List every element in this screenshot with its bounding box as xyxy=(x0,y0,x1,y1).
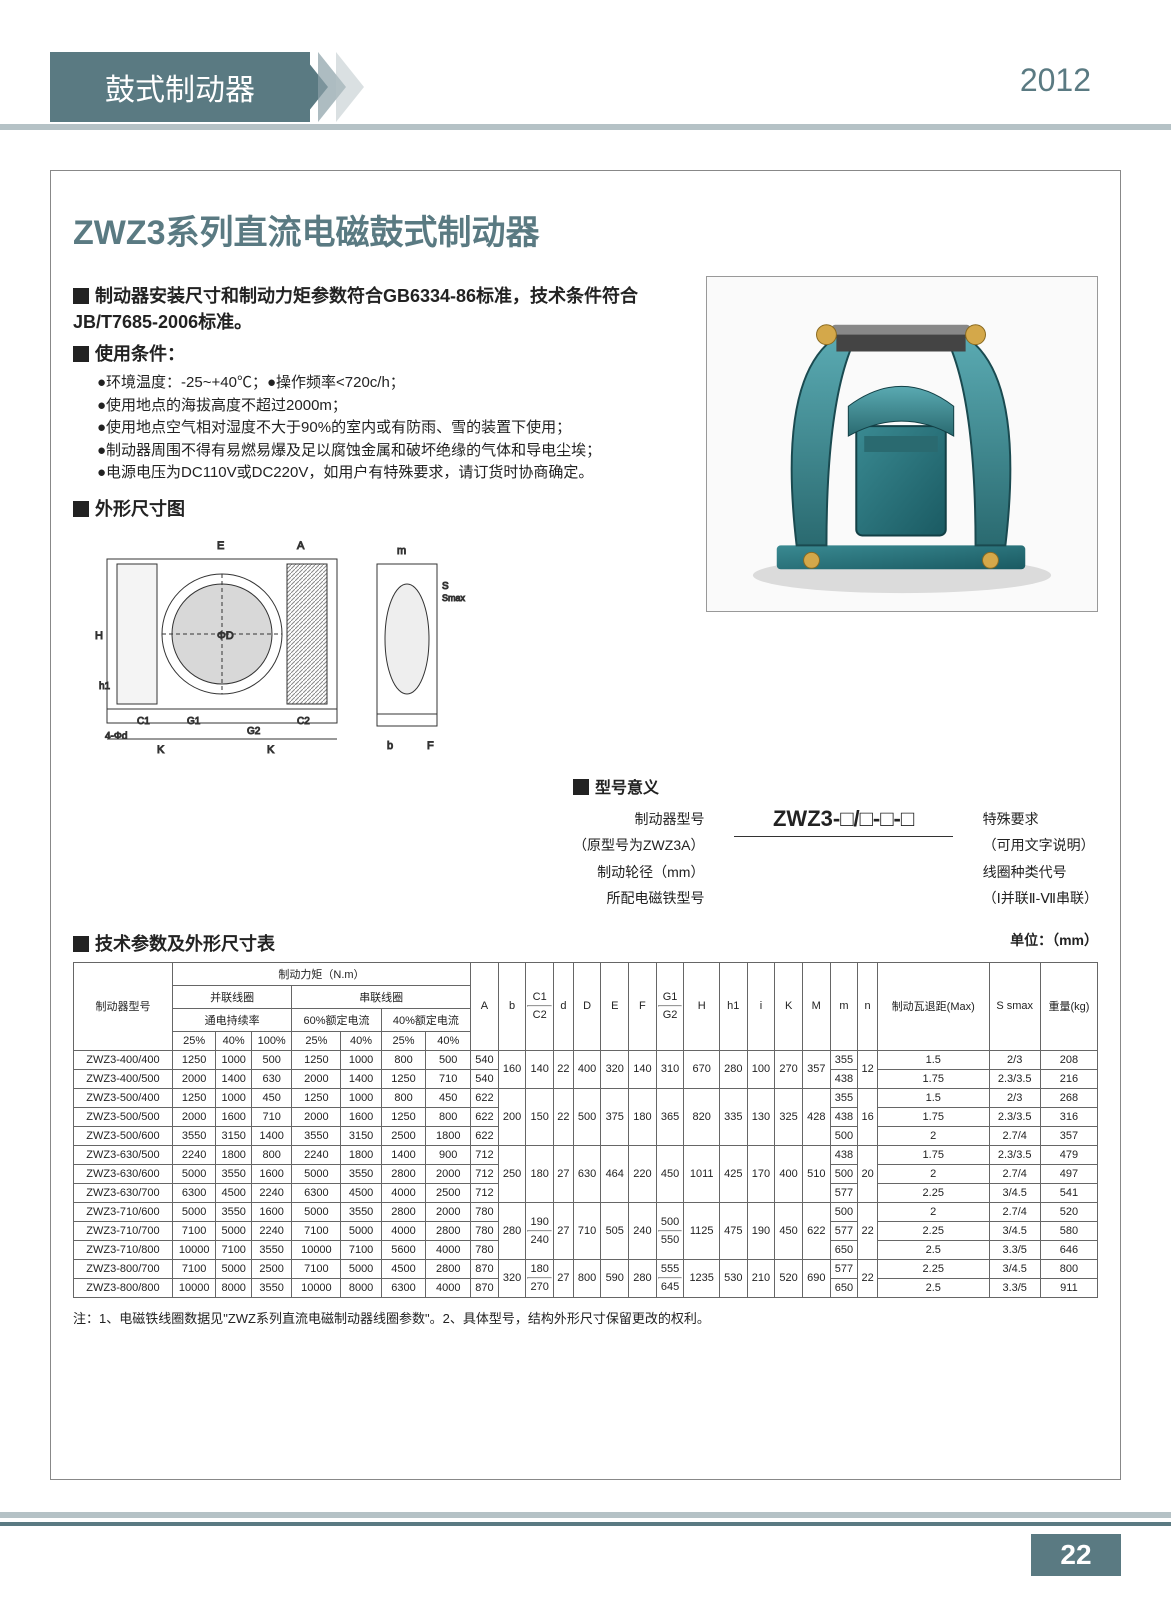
dim-heading: 外形尺寸图 xyxy=(73,495,706,521)
cond-2: ●使用地点空气相对湿度不大于90%的室内或有防雨、雪的装置下使用； xyxy=(97,417,706,440)
dimension-drawing: K K C1 G1 C2 G2 E A ΦD H h1 4-Φd xyxy=(87,529,706,764)
table-heading: 技术参数及外形尺寸表单位：（mm） xyxy=(73,930,1098,956)
cond-1: ●使用地点的海拔高度不超过2000m； xyxy=(97,395,706,418)
svg-text:K: K xyxy=(157,744,165,756)
svg-text:H: H xyxy=(95,630,103,642)
svg-text:G2: G2 xyxy=(247,726,261,737)
table-row: ZWZ3-630/5002240180080022401800140090071… xyxy=(74,1145,1098,1164)
svg-text:4-Φd: 4-Φd xyxy=(105,731,127,742)
svg-text:Smax: Smax xyxy=(442,593,466,603)
model-heading: 型号意义 xyxy=(595,780,659,797)
svg-text:C2: C2 xyxy=(297,716,310,727)
svg-text:ΦD: ΦD xyxy=(217,630,234,642)
spec-table: 制动器型号 制动力矩（N.m） A b C1C2 d D E F G1G2 H … xyxy=(73,962,1098,1298)
svg-text:A: A xyxy=(297,540,305,552)
year: 2012 xyxy=(1020,62,1091,99)
cond-4: ●电源电压为DC110V或DC220V，如用户有特殊要求，请订货时协商确定。 xyxy=(97,462,706,485)
svg-text:h1: h1 xyxy=(99,681,111,692)
product-photo xyxy=(706,276,1098,612)
table-row: ZWZ3-500/4001250100045012501000800450622… xyxy=(74,1088,1098,1107)
ribbon-title: 鼓式制动器 xyxy=(50,52,310,122)
content-frame: ZWZ3系列直流电磁鼓式制动器 制动器安装尺寸和制动力矩参数符合GB6334-8… xyxy=(50,170,1121,1480)
svg-text:G1: G1 xyxy=(187,716,201,727)
model-code: ZWZ3-□/□-□-□ xyxy=(734,806,952,837)
cond-3: ●制动器周围不得有易燃易爆及足以腐蚀金属和破坏绝缘的气体和导电尘埃； xyxy=(97,440,706,463)
footnote: 注：1、电磁铁线圈数据见"ZWZ系列直流电磁制动器线圈参数"。2、具体型号，结构… xyxy=(73,1308,1098,1327)
main-title: ZWZ3系列直流电磁鼓式制动器 xyxy=(73,205,1098,254)
model-meaning-block: 型号意义 制动器型号 （原型号为ZWZ3A） 制动轮径（mm） 所配电磁铁型号 … xyxy=(73,774,1098,912)
svg-text:F: F xyxy=(427,740,434,752)
svg-text:S: S xyxy=(442,581,449,592)
page-number: 22 xyxy=(1031,1534,1121,1576)
svg-text:b: b xyxy=(387,740,393,752)
svg-text:m: m xyxy=(397,545,406,557)
std-heading: 制动器安装尺寸和制动力矩参数符合GB6334-86标准，技术条件符合JB/T76… xyxy=(73,282,706,334)
table-row: ZWZ3-710/6005000355016005000355028002000… xyxy=(74,1202,1098,1221)
svg-text:E: E xyxy=(217,540,224,552)
table-row: ZWZ3-800/7007100500025007100500045002800… xyxy=(74,1259,1098,1278)
table-row: ZWZ3-400/4001250100050012501000800500540… xyxy=(74,1050,1098,1069)
cond-heading: 使用条件： xyxy=(73,340,706,366)
svg-text:K: K xyxy=(267,744,275,756)
svg-text:C1: C1 xyxy=(137,716,150,727)
cond-0: ●环境温度：-25~+40℃；●操作频率<720c/h； xyxy=(97,372,706,395)
